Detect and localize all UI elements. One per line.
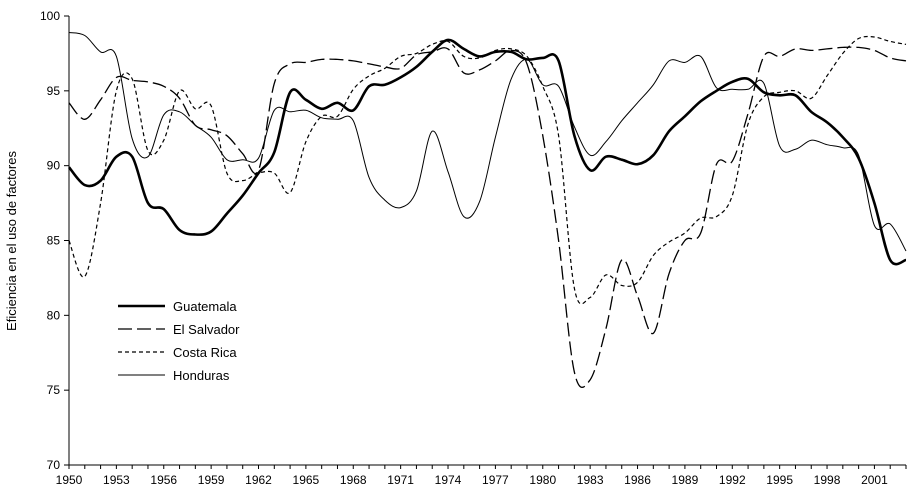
y-tick-label: 80 bbox=[47, 308, 61, 322]
y-tick-label: 100 bbox=[40, 9, 60, 23]
x-tick-label: 1971 bbox=[387, 473, 414, 487]
y-tick-label: 85 bbox=[47, 234, 61, 248]
x-tick-label: 1950 bbox=[56, 473, 83, 487]
x-tick-label: 1962 bbox=[245, 473, 272, 487]
axes: 70 75 80 85 90 95 100 1950 1953 1956 1959 1962 1965 1… bbox=[40, 9, 907, 487]
y-axis-title: Eficiencia en el uso de factores bbox=[4, 151, 19, 331]
series-line-el-salvador bbox=[68, 46, 907, 388]
x-tick-label: 1974 bbox=[435, 473, 462, 487]
y-tick-label: 70 bbox=[47, 458, 61, 472]
x-tick-label: 1968 bbox=[340, 473, 367, 487]
x-tick-label: 1995 bbox=[766, 473, 793, 487]
x-tick-label: 1959 bbox=[198, 473, 225, 487]
x-tick-label: 1977 bbox=[482, 473, 509, 487]
x-tick-label: 1953 bbox=[103, 473, 130, 487]
y-tick-label: 75 bbox=[47, 383, 61, 397]
legend: Guatemala El Salvador Costa Rica Honduras bbox=[118, 299, 240, 383]
x-tick-label: 2001 bbox=[861, 473, 888, 487]
y-tick-label: 95 bbox=[47, 84, 61, 98]
x-tick-label: 1989 bbox=[672, 473, 699, 487]
legend-label-costa-rica: Costa Rica bbox=[173, 345, 237, 360]
x-tick-label: 1956 bbox=[150, 473, 177, 487]
x-tick-label: 1980 bbox=[529, 473, 556, 487]
y-tick-label: 90 bbox=[47, 159, 61, 173]
x-tick-label: 1965 bbox=[293, 473, 320, 487]
x-tick-label: 1998 bbox=[814, 473, 841, 487]
series-line-honduras bbox=[68, 32, 907, 252]
legend-label-el-salvador: El Salvador bbox=[173, 322, 240, 337]
x-tick-label: 1992 bbox=[719, 473, 746, 487]
series-line-guatemala bbox=[67, 38, 907, 266]
legend-label-guatemala: Guatemala bbox=[173, 299, 237, 314]
series-layer bbox=[67, 32, 907, 388]
legend-label-honduras: Honduras bbox=[173, 368, 230, 383]
x-tick-label: 1986 bbox=[624, 473, 651, 487]
x-tick-label: 1983 bbox=[577, 473, 604, 487]
